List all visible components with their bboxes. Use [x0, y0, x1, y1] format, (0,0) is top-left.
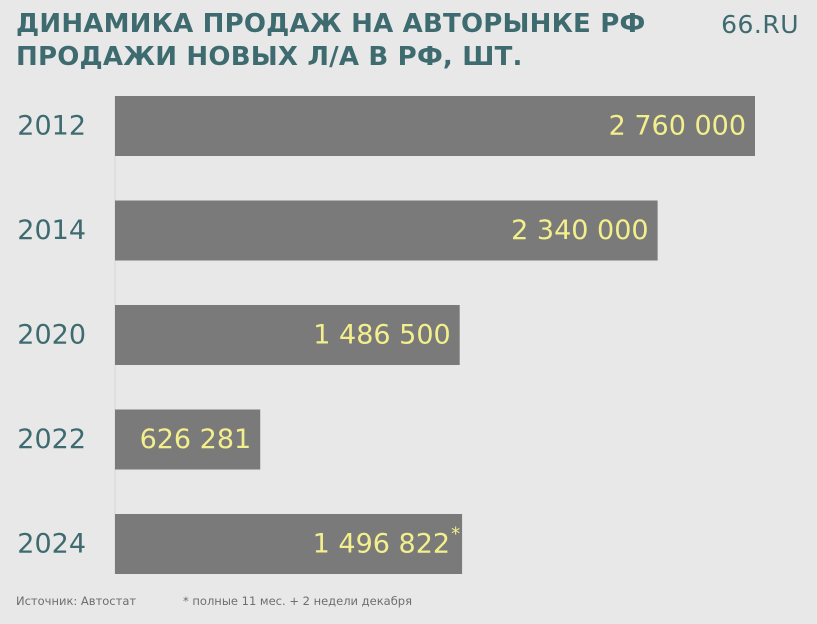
value-label-2014: 2 340 000 — [511, 215, 648, 246]
chart-title: ДИНАМИКА ПРОДАЖ НА АВТОРЫНКЕ РФ ПРОДАЖИ … — [16, 8, 696, 74]
brand-logo-text: 66.RU — [721, 10, 799, 39]
bar-2020 — [115, 305, 460, 365]
value-label-2012: 2 760 000 — [609, 111, 746, 142]
bar-chart: 2012 2 760 000 2014 2 340 000 2020 1 486 500 2… — [17, 96, 755, 574]
category-label-2022: 2022 — [17, 424, 86, 455]
category-label-2024: 2024 — [17, 529, 86, 560]
bar-2014 — [115, 200, 658, 261]
chart-title-line1: ДИНАМИКА ПРОДАЖ НА АВТОРЫНКЕ РФ — [16, 9, 646, 39]
category-label-2020: 2020 — [17, 320, 86, 351]
chart-subtitle: ПРОДАЖИ НОВЫХ Л/А В РФ, ШТ. — [16, 42, 523, 72]
category-label-2012: 2012 — [17, 111, 86, 142]
value-footnote-mark-2024: * — [451, 524, 460, 545]
bar-2022 — [115, 409, 261, 470]
category-label-2014: 2014 — [17, 215, 86, 246]
value-label-2020: 1 486 500 — [313, 320, 450, 351]
bar-2024 — [115, 514, 463, 574]
value-label-2024: 1 496 822 — [313, 529, 450, 560]
footnote: * полные 11 мес. + 2 недели декабря — [183, 594, 413, 608]
value-label-2022: 626 281 — [140, 424, 252, 455]
source-note: Источник: Автостат — [16, 594, 137, 608]
bar-2012 — [115, 96, 755, 156]
